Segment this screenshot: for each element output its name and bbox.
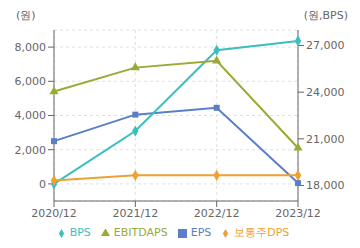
svg-text:2022/12: 2022/12 [194,207,240,220]
svg-text:4,000: 4,000 [15,109,47,122]
html-text:EPS: EPS [190,226,212,239]
html-text:BPS: BPS [69,226,91,239]
svg-text:2023/12: 2023/12 [275,207,321,220]
svg-text:8,000: 8,000 [15,41,47,54]
svg-text:2021/12: 2021/12 [112,207,158,220]
html-text:(원): (원) [16,9,36,22]
html-text:보통주DPS: 보통주DPS [234,226,290,239]
svg-text:18,000: 18,000 [306,179,345,192]
svg-text:24,000: 24,000 [306,86,345,99]
svg-text:21,000: 21,000 [306,133,345,146]
svg-text:6,000: 6,000 [15,75,47,88]
svg-text:2,000: 2,000 [15,144,47,157]
html-text:(원,BPS): (원,BPS) [303,9,348,22]
html-text:EBITDAPS: EBITDAPS [113,226,168,239]
svg-text:27,000: 27,000 [306,39,345,52]
svg-text:2020/12: 2020/12 [31,207,77,220]
svg-text:0: 0 [39,178,46,191]
